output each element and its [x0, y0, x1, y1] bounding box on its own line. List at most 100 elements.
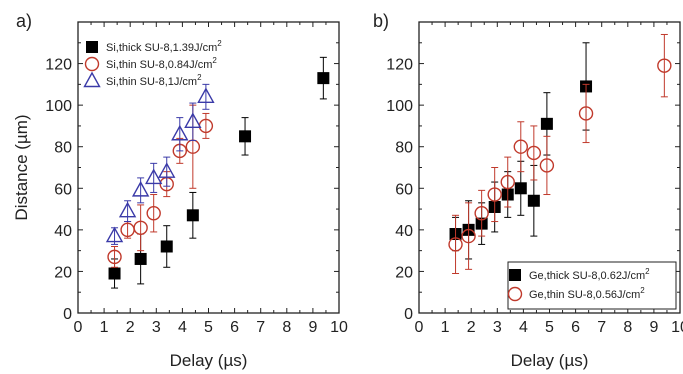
x-tick-label: 4: [178, 319, 187, 336]
y-tick-label: 80: [395, 140, 413, 157]
legend-label: Si,thin SU-8,0.84J/cm2: [106, 56, 217, 71]
data-point: [526, 145, 542, 161]
y-axis-title: Distance (µm): [12, 114, 31, 220]
data-point: [474, 206, 489, 221]
x-tick-label: 4: [519, 319, 528, 336]
data-point: [118, 201, 137, 218]
y-tick-label: 100: [386, 98, 413, 115]
legend-marker: [86, 41, 98, 53]
y-tick-label: 20: [395, 264, 413, 281]
legend-label: Ge,thin SU-8,0.56J/cm2: [529, 286, 645, 301]
data-point: [105, 226, 124, 243]
data-point: [239, 130, 252, 143]
legend-marker: [83, 71, 101, 88]
x-tick-label: 6: [230, 319, 239, 336]
x-tick-label: 10: [330, 319, 348, 336]
y-tick-label: 20: [54, 264, 72, 281]
legend-marker: [507, 286, 523, 302]
data-point: [513, 139, 528, 154]
x-tick-label: 0: [74, 319, 83, 336]
y-tick-label: 100: [45, 98, 72, 115]
x-tick-label: 7: [256, 319, 265, 336]
data-point: [197, 87, 215, 104]
y-tick-label: 60: [395, 181, 413, 198]
series-0: [108, 56, 330, 289]
data-point: [160, 240, 173, 253]
data-point: [448, 237, 463, 252]
data-point: [171, 124, 189, 141]
data-point: [134, 252, 147, 265]
legend: Ge,thick SU-8,0.62J/cm2 Ge,thin SU-8,0.56…: [507, 261, 677, 310]
data-point: [657, 58, 672, 73]
legend-superscript: 2: [197, 73, 202, 82]
y-axis: 0 20 40 60 80 100 120: [45, 21, 339, 323]
x-tick-label: 9: [649, 319, 658, 336]
data-point: [131, 180, 150, 197]
panel-label: b): [373, 11, 389, 31]
legend-marker: [84, 56, 100, 72]
x-axis-title: Delay (µs): [170, 351, 248, 370]
x-tick-label: 7: [597, 319, 606, 336]
series-1: [448, 33, 672, 275]
data-point: [540, 117, 553, 130]
data-point: [145, 168, 163, 185]
x-tick-label: 9: [308, 319, 317, 336]
data-point: [539, 158, 555, 173]
y-tick-label: 120: [45, 57, 72, 74]
legend-superscript: 2: [217, 39, 222, 48]
x-tick-label: 8: [282, 319, 291, 336]
x-axis-title: Delay (µs): [511, 351, 589, 370]
x-tick-label: 5: [204, 319, 213, 336]
legend-marker: [509, 269, 521, 281]
y-tick-label: 40: [395, 223, 413, 240]
x-tick-label: 1: [100, 319, 109, 336]
y-tick-label: 40: [54, 223, 72, 240]
data-point: [500, 174, 515, 190]
data-point: [317, 72, 330, 85]
data-point: [487, 187, 502, 202]
x-tick-label: 1: [441, 319, 450, 336]
data-point: [514, 182, 527, 195]
legend-superscript: 2: [212, 56, 217, 65]
x-tick-label: 2: [126, 319, 135, 336]
x-tick-label: 6: [571, 319, 580, 336]
series-2: [105, 83, 215, 245]
legend-superscript: 2: [640, 286, 645, 295]
legend-label: Si,thin SU-8,1J/cm2: [106, 73, 202, 88]
data-point: [107, 249, 122, 265]
data-point: [184, 112, 202, 128]
y-tick-label: 120: [386, 57, 413, 74]
series-1: [107, 104, 214, 268]
x-tick-label: 10: [671, 319, 683, 336]
x-tick-label: 3: [493, 319, 502, 336]
y-tick-label: 0: [63, 306, 72, 323]
data-point: [158, 162, 176, 178]
data-point: [133, 220, 148, 235]
x-tick-label: 2: [467, 319, 476, 336]
data-point: [146, 206, 161, 221]
data-point: [527, 194, 540, 207]
data-point: [461, 228, 476, 244]
x-tick-label: 0: [415, 319, 424, 336]
y-tick-label: 80: [54, 140, 72, 157]
panel-label: a): [16, 11, 32, 31]
legend-box: [507, 261, 677, 310]
data-point: [108, 267, 121, 280]
x-tick-label: 3: [152, 319, 161, 336]
x-tick-label: 8: [623, 319, 632, 336]
y-tick-label: 0: [404, 306, 413, 323]
legend-label: Si,thick SU-8,1.39J/cm2: [106, 39, 222, 54]
legend: Si,thick SU-8,1.39J/cm2 Si,thin SU-8,0.84…: [83, 39, 222, 88]
x-tick-label: 5: [545, 319, 554, 336]
data-point: [186, 209, 199, 222]
y-tick-label: 60: [54, 181, 72, 198]
legend-label: Ge,thick SU-8,0.62J/cm2: [529, 267, 650, 282]
y-axis: 0 20 40 60 80 100 120: [386, 21, 680, 323]
data-point: [578, 106, 594, 121]
legend-superscript: 2: [645, 267, 650, 276]
